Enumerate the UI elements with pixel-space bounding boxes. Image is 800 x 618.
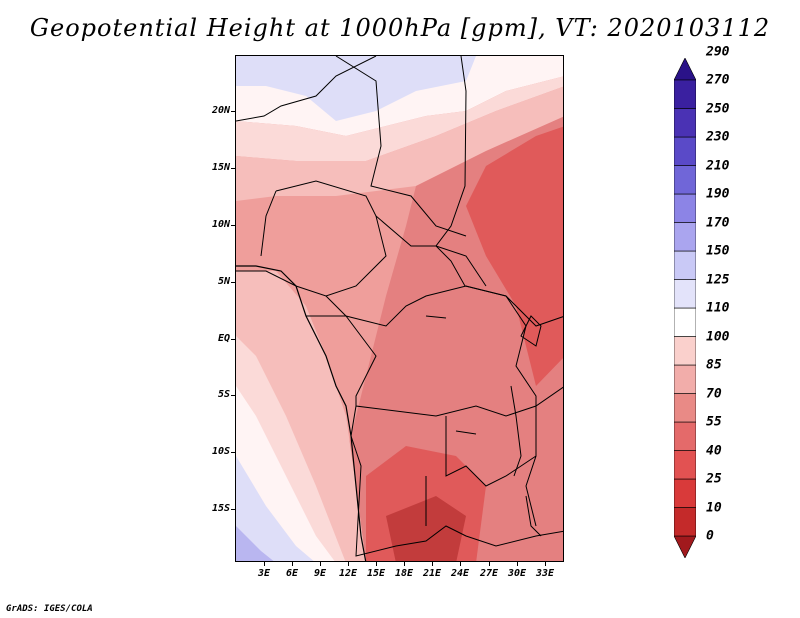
lat-tick [231, 111, 235, 112]
lon-label: 15E [366, 568, 386, 579]
colorbar-segment [674, 507, 696, 537]
lon-label: 24E [450, 568, 470, 579]
lat-label: 5N [217, 276, 230, 287]
coastline [236, 265, 367, 561]
colorbar-segment [674, 79, 696, 109]
colorbar-label: 10 [706, 500, 722, 515]
lat-tick [231, 282, 235, 283]
lat-label: 15S [211, 503, 230, 514]
band-west-lavender [236, 456, 314, 561]
lakes [425, 315, 542, 537]
lon-label: 3E [257, 568, 271, 579]
lon-tick [545, 562, 546, 566]
colorbar-segment [674, 307, 696, 337]
colorbar-label: 25 [706, 471, 722, 487]
colorbar-label: 210 [706, 158, 730, 173]
lon-label: 27E [479, 568, 499, 579]
lat-label: 5S [217, 389, 230, 400]
colorbar-label: 170 [706, 215, 730, 230]
colorbar-label: 70 [706, 386, 722, 401]
colorbar-label: 290 [706, 44, 730, 59]
colorbar [674, 58, 696, 558]
map-panel[interactable] [235, 55, 564, 562]
lat-label: 10N [211, 219, 230, 230]
colorbar-label: 230 [706, 129, 730, 145]
lon-tick [264, 562, 265, 566]
grads-credit: GrADS: IGES/COLA [6, 604, 93, 614]
colorbar-label: 55 [706, 414, 722, 430]
colorbar-segment [674, 222, 696, 252]
country-borders [236, 56, 563, 557]
lon-label: 6E [285, 568, 299, 579]
lat-tick [231, 452, 235, 453]
colorbar-label: 85 [706, 357, 722, 373]
colorbar-label: 110 [706, 300, 730, 316]
colorbar-segment [674, 421, 696, 451]
band-pink2 [236, 86, 563, 201]
lon-tick [404, 562, 405, 566]
lon-label: 9E [313, 568, 327, 579]
lat-tick [231, 168, 235, 169]
colorbar-segment [674, 336, 696, 366]
colorbar-segment [674, 108, 696, 138]
band-pink-north [236, 76, 563, 161]
colorbar-segment [674, 165, 696, 195]
colorbar-segment [674, 364, 696, 394]
lat-tick [231, 395, 235, 396]
lon-tick [320, 562, 321, 566]
colorbar-segment [674, 250, 696, 280]
lat-label: EQ [217, 333, 230, 344]
colorbar-cap-top [674, 58, 696, 81]
colorbar-segment [674, 478, 696, 508]
geopotential-field [236, 56, 563, 561]
lon-tick [489, 562, 490, 566]
lon-tick [376, 562, 377, 566]
lat-label: 15N [211, 162, 230, 173]
band-west-pink [236, 271, 366, 561]
lat-label: 20N [211, 105, 230, 116]
lon-tick [348, 562, 349, 566]
colorbar-label: 40 [706, 443, 722, 458]
lon-tick [460, 562, 461, 566]
lat-tick [231, 509, 235, 510]
lat-tick [231, 225, 235, 226]
lon-tick [292, 562, 293, 566]
lon-label: 18E [394, 568, 414, 579]
band-red-east2 [466, 126, 563, 386]
colorbar-segment [674, 279, 696, 309]
colorbar-label: 100 [706, 329, 730, 344]
colorbar-label: 250 [706, 101, 730, 116]
band-lavender-north [236, 56, 476, 121]
chart-title: Geopotential Height at 1000hPa [gpm], VT… [29, 14, 771, 42]
lat-label: 10S [211, 446, 230, 457]
lat-tick [231, 339, 235, 340]
colorbar-segment [674, 393, 696, 423]
colorbar-label: 0 [706, 528, 714, 544]
colorbar-segment [674, 450, 696, 480]
colorbar-label: 150 [706, 243, 730, 259]
lon-label: 12E [338, 568, 358, 579]
colorbar-label: 190 [706, 186, 730, 202]
colorbar-label: 125 [706, 272, 730, 287]
colorbar-cap-bottom [674, 535, 696, 558]
lon-label: 30E [507, 568, 527, 579]
colorbar-segment [674, 193, 696, 223]
colorbar-label: 270 [706, 72, 730, 88]
band-west-purple [236, 526, 274, 561]
lon-label: 21E [422, 568, 442, 579]
colorbar-segment [674, 136, 696, 166]
lon-tick [432, 562, 433, 566]
lon-tick [517, 562, 518, 566]
lon-label: 33E [535, 568, 555, 579]
